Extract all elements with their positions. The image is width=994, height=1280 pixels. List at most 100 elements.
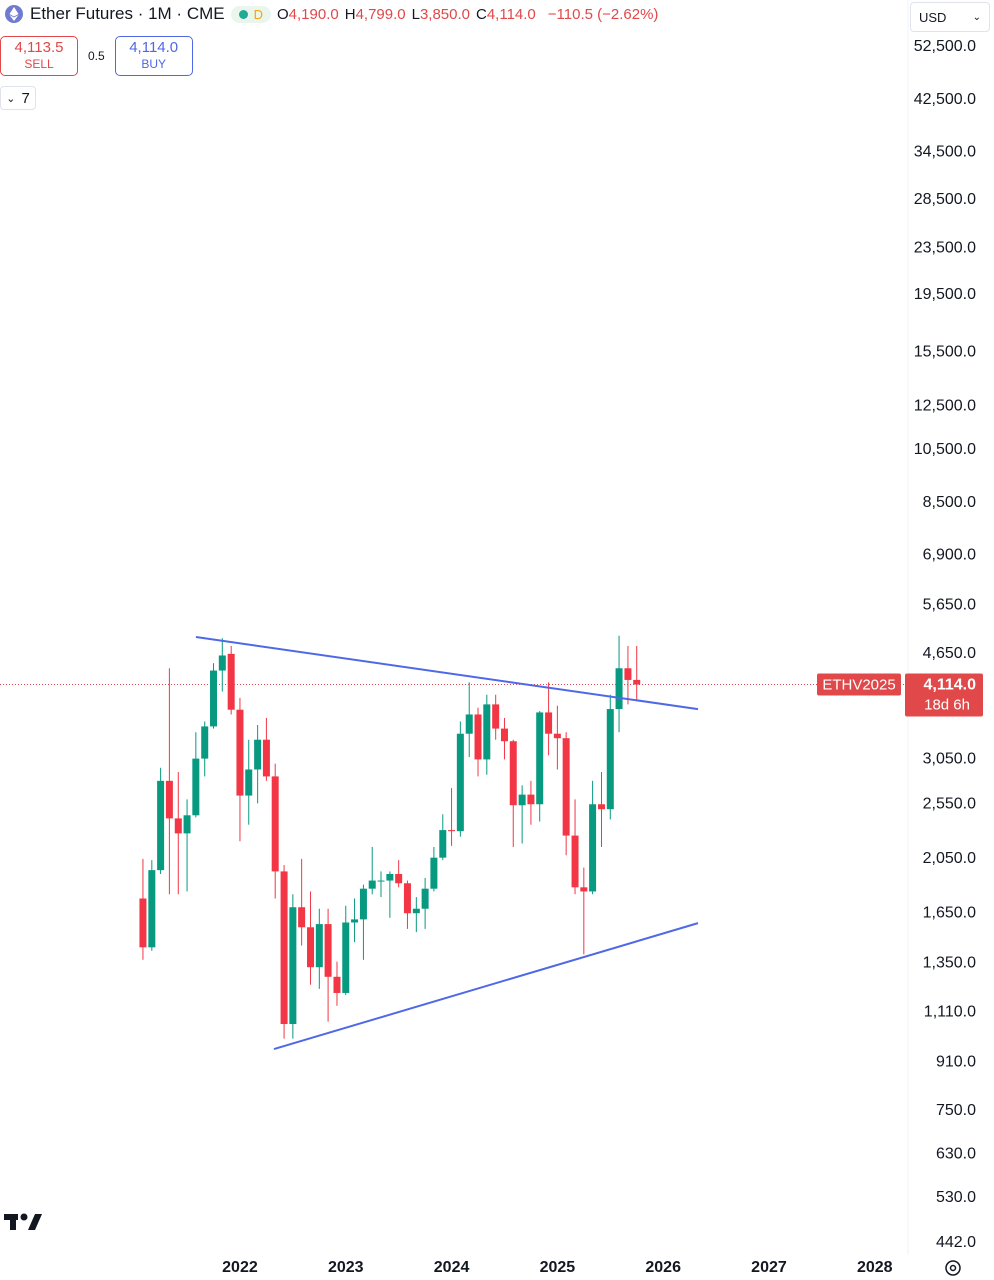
settings-icon[interactable] xyxy=(945,1260,961,1276)
candle-body xyxy=(580,887,588,892)
symbol-title[interactable]: Ether Futures · 1M · CME xyxy=(30,4,225,23)
y-tick-label: 3,050.0 xyxy=(923,751,976,768)
candle-body xyxy=(262,739,270,777)
y-tick-label: 23,500.0 xyxy=(914,239,976,256)
ohlc: O4,190.0 H4,799.0 L3,850.0 C4,114.0 xyxy=(277,6,542,23)
candle-body xyxy=(139,898,147,948)
y-tick-label: 5,650.0 xyxy=(923,596,976,613)
change: −110.5 (−2.62%) xyxy=(547,5,659,23)
currency-select[interactable]: USD ⌄ xyxy=(910,2,990,32)
candle-body xyxy=(333,976,341,993)
y-tick-label: 28,500.0 xyxy=(914,191,976,208)
trade-panel: 4,113.5 SELL 0.5 4,114.0 BUY xyxy=(0,36,193,76)
symbol-label: ETHV2025 xyxy=(822,676,895,693)
sell-price: 4,113.5 xyxy=(14,39,64,56)
y-tick-label: 6,900.0 xyxy=(923,546,976,563)
candle-body xyxy=(606,709,614,810)
x-tick-label: 2027 xyxy=(751,1259,787,1276)
candle-body xyxy=(527,794,535,805)
ohlc-key: C xyxy=(476,5,487,23)
tv-logo xyxy=(4,1213,42,1230)
candle-body xyxy=(465,714,473,734)
badge-text: D xyxy=(253,6,263,22)
candle-body xyxy=(174,818,182,834)
price-label: 4,114.0 xyxy=(924,677,977,694)
ohlc-value: 4,190.0 xyxy=(288,5,339,23)
candle-body xyxy=(218,655,226,671)
y-tick-label: 42,500.0 xyxy=(914,91,976,108)
candle-body xyxy=(395,873,403,884)
trendline xyxy=(195,636,699,711)
status-badge[interactable]: D xyxy=(230,5,271,23)
trendline xyxy=(273,922,699,1051)
x-tick-label: 2028 xyxy=(857,1259,893,1276)
candle-body xyxy=(597,804,605,810)
candle-body xyxy=(324,924,332,977)
y-tick-label: 19,500.0 xyxy=(914,286,976,303)
candle-body xyxy=(545,712,553,734)
buy-price: 4,114.0 xyxy=(129,39,179,56)
candle-body xyxy=(448,830,456,832)
x-tick-label: 2024 xyxy=(434,1259,470,1276)
symbol-icon xyxy=(5,5,23,23)
candle-body xyxy=(377,880,385,882)
candle-body xyxy=(518,794,526,806)
candle-body xyxy=(165,780,173,819)
candle-body xyxy=(500,728,508,742)
y-tick-label: 442.0 xyxy=(936,1234,976,1251)
sell-button[interactable]: 4,113.5 SELL xyxy=(0,36,78,76)
candle-body xyxy=(280,871,288,1025)
y-tick-label: 10,500.0 xyxy=(914,441,976,458)
y-tick-label: 750.0 xyxy=(936,1102,976,1119)
candle-body xyxy=(201,726,209,759)
header: Ether Futures · 1M · CME D O4,190.0 H4,79… xyxy=(4,4,658,24)
y-tick-label: 4,650.0 xyxy=(923,645,976,662)
candle-body xyxy=(562,738,570,836)
x-tick-label: 2023 xyxy=(328,1259,364,1276)
price-label-bg xyxy=(905,673,983,717)
candle-body xyxy=(307,927,315,968)
ohlc-value: 3,850.0 xyxy=(419,5,470,23)
candle-body xyxy=(157,780,165,871)
candle-body xyxy=(183,815,191,834)
sell-label: SELL xyxy=(24,57,54,71)
candle-body xyxy=(245,769,253,796)
y-tick-label: 2,050.0 xyxy=(923,850,976,867)
buy-label: BUY xyxy=(141,57,167,71)
candle-body xyxy=(430,857,438,889)
candle-body xyxy=(192,758,200,816)
candle-body xyxy=(571,835,579,888)
ohlc-key: L xyxy=(411,5,420,23)
candle-body xyxy=(633,679,641,685)
candle-body xyxy=(615,668,623,710)
indicators-toggle[interactable]: ⌄ 7 xyxy=(0,86,36,110)
countdown-label: 18d 6h xyxy=(924,696,970,713)
spread: 0.5 xyxy=(88,49,105,63)
ohlc-key: O xyxy=(277,5,289,23)
symbol-label-bg xyxy=(817,673,901,696)
candle-body xyxy=(254,739,262,770)
candle-body xyxy=(483,704,491,760)
y-tick-label: 1,110.0 xyxy=(924,1004,976,1021)
buy-button[interactable]: 4,114.0 BUY xyxy=(114,36,193,76)
candle-body xyxy=(210,670,218,727)
candle-body xyxy=(509,741,517,806)
candle-body xyxy=(624,668,632,680)
candle-body xyxy=(553,733,561,739)
candle-body xyxy=(342,922,350,993)
candle-body xyxy=(236,709,244,796)
y-tick-label: 530.0 xyxy=(936,1189,976,1206)
ohlc-key: H xyxy=(344,5,356,23)
x-tick-label: 2026 xyxy=(645,1259,681,1276)
candle-body xyxy=(456,733,464,832)
y-tick-label: 52,500.0 xyxy=(914,38,976,55)
candle-body xyxy=(403,883,411,914)
candle-body xyxy=(421,888,429,909)
x-tick-label: 2025 xyxy=(540,1259,576,1276)
candle-body xyxy=(289,907,297,1025)
indicators-count: 7 xyxy=(21,89,30,107)
y-tick-label: 2,550.0 xyxy=(923,795,976,812)
y-tick-label: 630.0 xyxy=(936,1145,976,1162)
